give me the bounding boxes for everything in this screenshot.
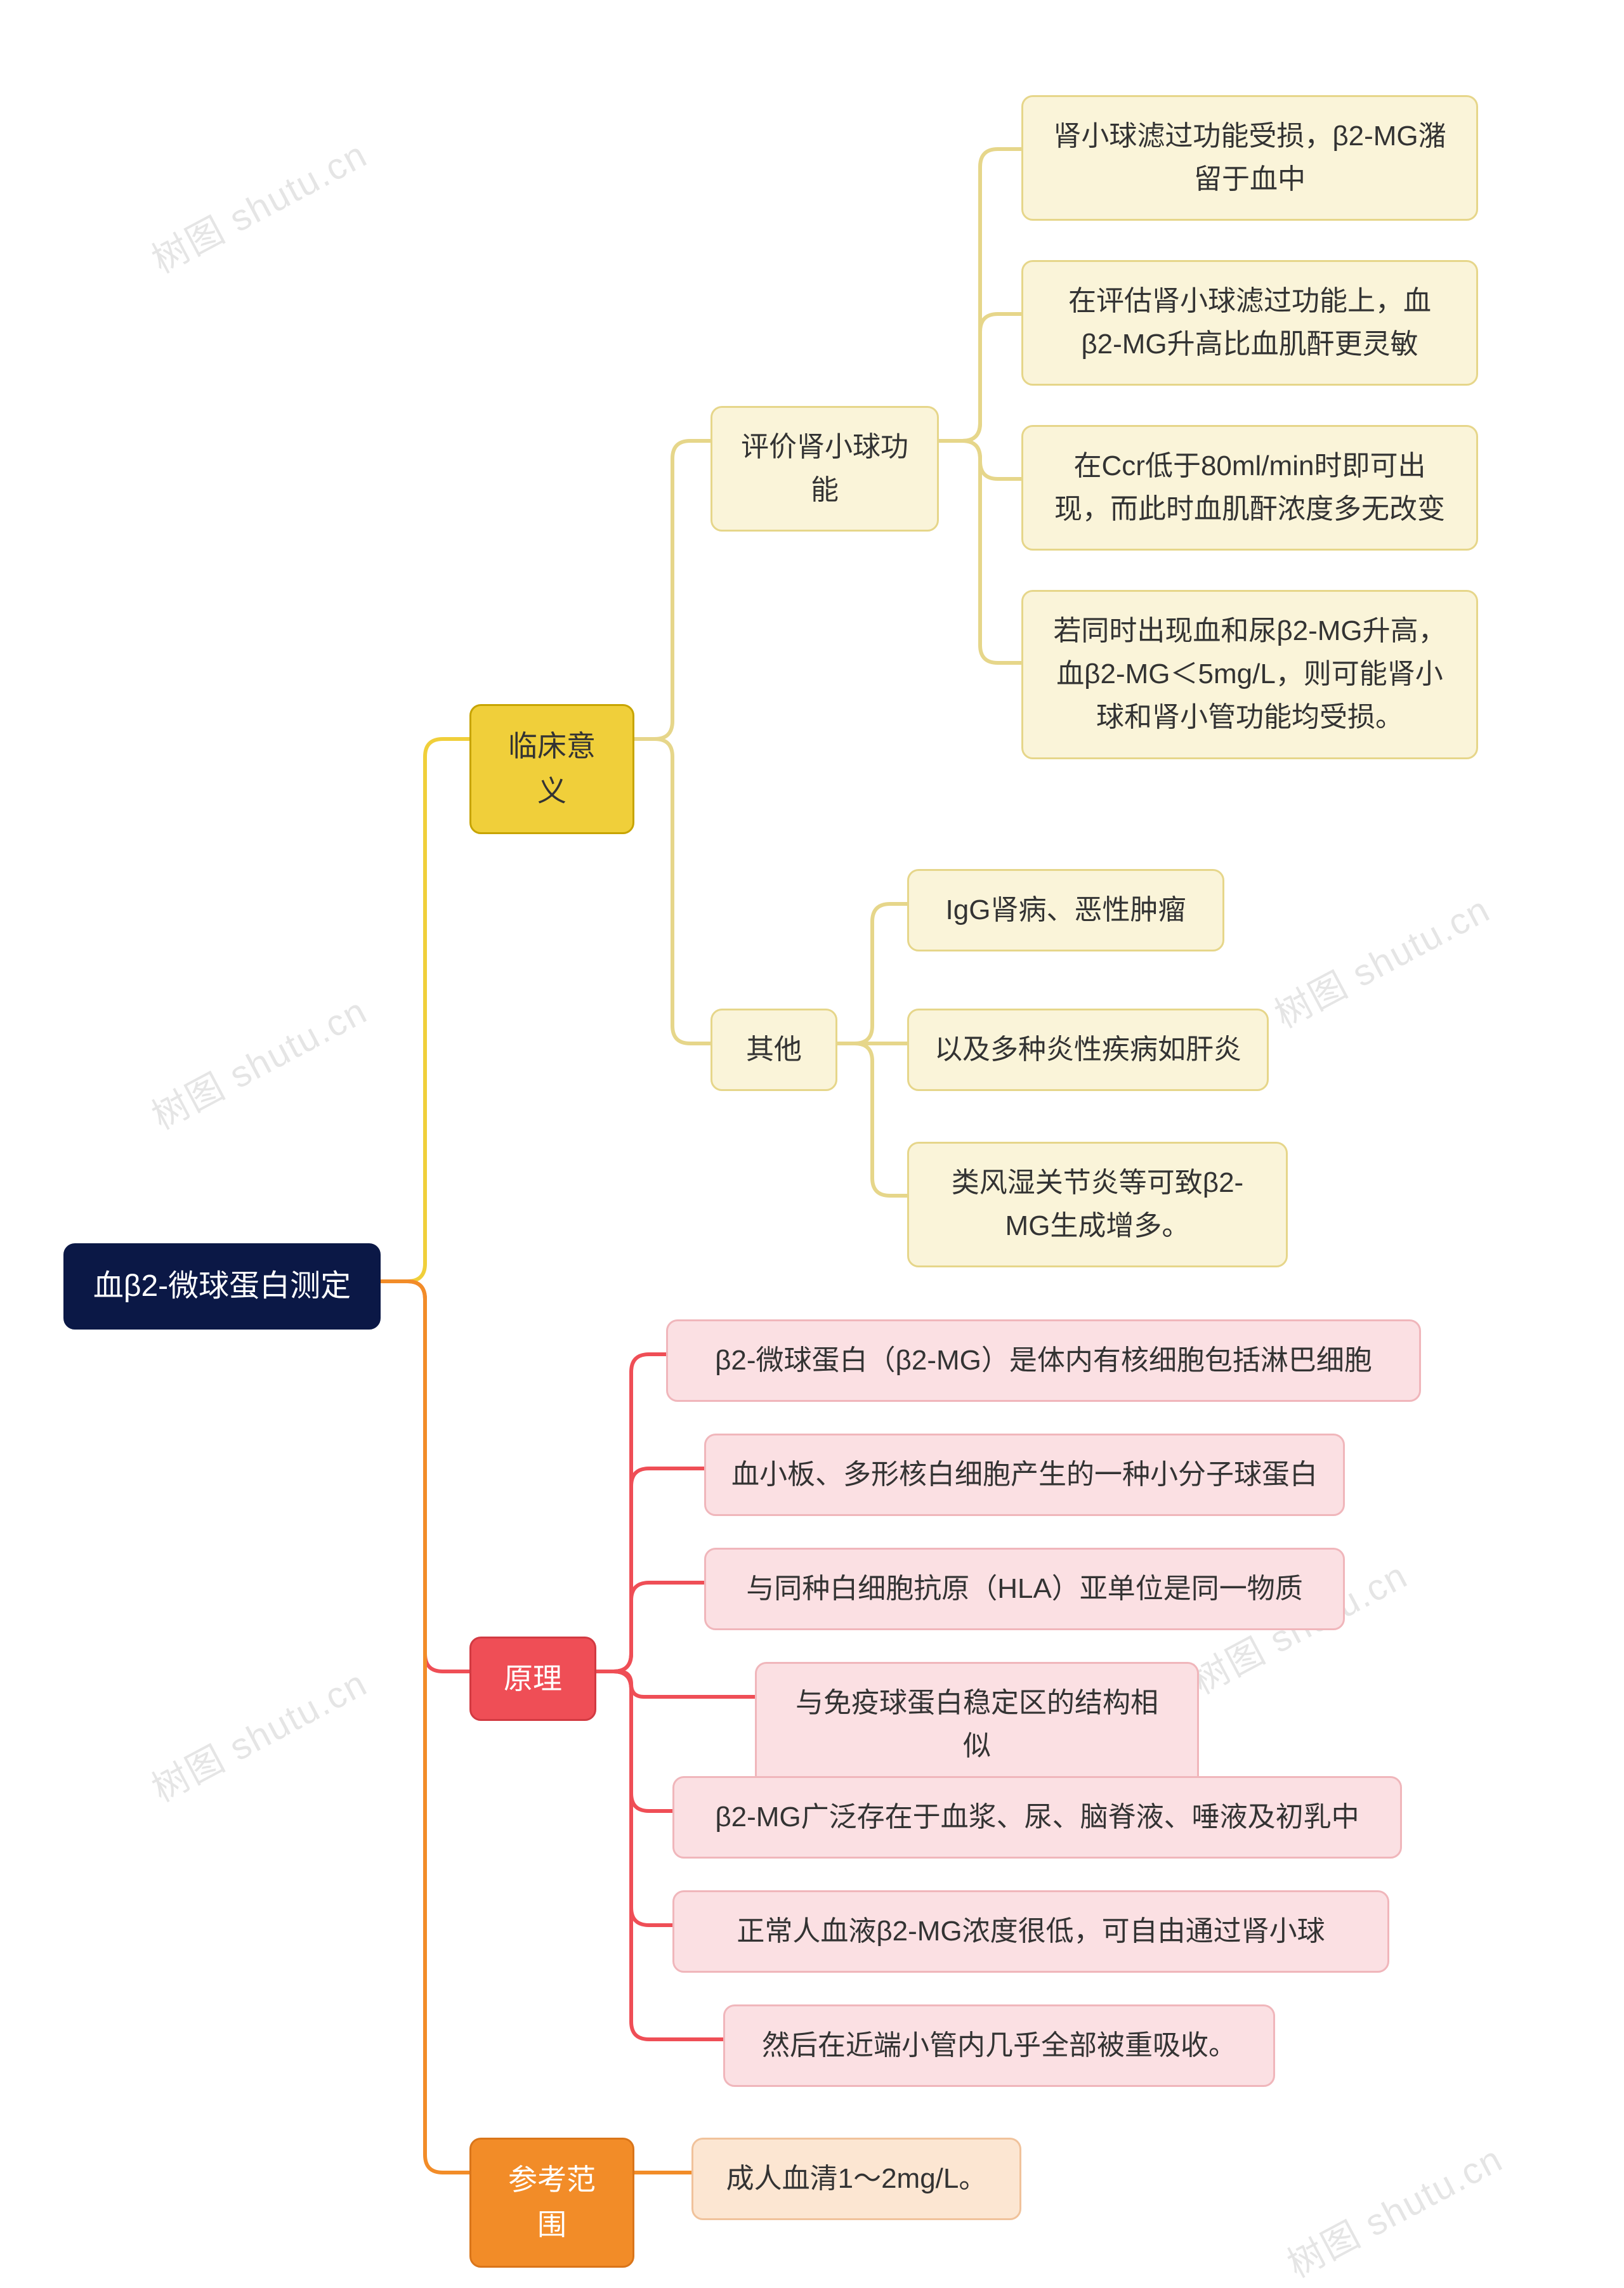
node-label: 在评估肾小球滤过功能上，血β2-MG升高比血肌酐更灵敏 (1049, 280, 1451, 366)
edge-b1b-b1b1 (837, 904, 907, 1043)
watermark: 树图 shutu.cn (141, 981, 375, 1139)
node-label: 参考范围 (497, 2157, 607, 2248)
node-b1b2: 以及多种炎性疾病如肝炎 (907, 1009, 1269, 1091)
edge-root-b1 (381, 739, 469, 1281)
edge-b1-b1a (634, 441, 710, 739)
watermark: 树图 shutu.cn (1276, 2129, 1510, 2287)
node-label: β2-微球蛋白（β2-MG）是体内有核细胞包括淋巴细胞 (715, 1339, 1372, 1382)
node-b1b3: 类风湿关节炎等可致β2-MG生成增多。 (907, 1142, 1288, 1267)
node-b2d: 与免疫球蛋白稳定区的结构相似 (755, 1662, 1199, 1788)
edge-b2-b2a (596, 1354, 666, 1671)
node-b2: 原理 (469, 1637, 596, 1721)
edge-b2-b2d (596, 1671, 755, 1697)
node-b1a: 评价肾小球功能 (710, 406, 939, 532)
node-label: 血小板、多形核白细胞产生的一种小分子球蛋白 (731, 1453, 1318, 1496)
edge-b2-b2f (596, 1671, 672, 1925)
mindmap-canvas: 树图 shutu.cn 树图 shutu.cn 树图 shutu.cn 树图 shut… (0, 0, 1624, 2261)
node-b3a: 成人血清1～2mg/L。 (691, 2138, 1021, 2220)
node-label: 临床意义 (497, 724, 607, 814)
node-b1a1: 肾小球滤过功能受损，β2-MG潴留于血中 (1021, 95, 1478, 221)
watermark: 树图 shutu.cn (141, 1654, 375, 1812)
node-b3: 参考范围 (469, 2138, 634, 2268)
watermark: 树图 shutu.cn (141, 125, 375, 283)
node-label: 成人血清1～2mg/L。 (726, 2157, 987, 2200)
node-label: 若同时出现血和尿β2-MG升高，血β2-MG＜5mg/L，则可能肾小球和肾小管功… (1049, 610, 1451, 740)
edge-b1b-b1b3 (837, 1043, 907, 1196)
node-label: IgG肾病、恶性肿瘤 (946, 889, 1186, 932)
edge-b1a-b1a1 (939, 149, 1021, 441)
node-label: 类风湿关节炎等可致β2-MG生成增多。 (934, 1161, 1261, 1248)
node-root: 血β2-微球蛋白测定 (63, 1243, 381, 1330)
node-label: 在Ccr低于80ml/min时即可出现，而此时血肌酐浓度多无改变 (1049, 445, 1451, 531)
node-label: β2-MG广泛存在于血浆、尿、脑脊液、唾液及初乳中 (715, 1796, 1359, 1839)
edge-b2-b2e (596, 1671, 672, 1811)
edge-b2-b2c (596, 1583, 704, 1671)
node-label: 正常人血液β2-MG浓度很低，可自由通过肾小球 (737, 1910, 1325, 1953)
node-b1b1: IgG肾病、恶性肿瘤 (907, 869, 1224, 951)
node-b2f: 正常人血液β2-MG浓度很低，可自由通过肾小球 (672, 1890, 1389, 1973)
edge-b1a-b1a3 (939, 441, 1021, 479)
edge-b2-b2b (596, 1468, 704, 1671)
edge-b1-b1b (634, 739, 710, 1043)
node-label: 评价肾小球功能 (738, 426, 912, 512)
node-b2a: β2-微球蛋白（β2-MG）是体内有核细胞包括淋巴细胞 (666, 1319, 1421, 1402)
node-label: 以及多种炎性疾病如肝炎 (934, 1028, 1241, 1071)
node-label: 然后在近端小管内几乎全部被重吸收。 (762, 2024, 1236, 2067)
node-b1a2: 在评估肾小球滤过功能上，血β2-MG升高比血肌酐更灵敏 (1021, 260, 1478, 386)
node-b2b: 血小板、多形核白细胞产生的一种小分子球蛋白 (704, 1434, 1345, 1516)
edge-root-b3 (381, 1281, 469, 2173)
node-label: 原理 (504, 1656, 562, 1701)
edge-b1a-b1a2 (939, 314, 1021, 441)
node-b2c: 与同种白细胞抗原（HLA）亚单位是同一物质 (704, 1548, 1345, 1630)
node-b1a4: 若同时出现血和尿β2-MG升高，血β2-MG＜5mg/L，则可能肾小球和肾小管功… (1021, 590, 1478, 759)
watermark: 树图 shutu.cn (1264, 880, 1498, 1038)
node-label: 血β2-微球蛋白测定 (93, 1263, 351, 1310)
edge-root-b2 (381, 1281, 469, 1671)
node-b2e: β2-MG广泛存在于血浆、尿、脑脊液、唾液及初乳中 (672, 1776, 1402, 1859)
node-label: 肾小球滤过功能受损，β2-MG潴留于血中 (1049, 115, 1451, 201)
node-label: 其他 (746, 1028, 802, 1071)
node-b1b: 其他 (710, 1009, 837, 1091)
node-b1a3: 在Ccr低于80ml/min时即可出现，而此时血肌酐浓度多无改变 (1021, 425, 1478, 551)
node-b2g: 然后在近端小管内几乎全部被重吸收。 (723, 2004, 1275, 2087)
edge-b1a-b1a4 (939, 441, 1021, 663)
node-b1: 临床意义 (469, 704, 634, 834)
node-label: 与同种白细胞抗原（HLA）亚单位是同一物质 (746, 1567, 1303, 1611)
node-label: 与免疫球蛋白稳定区的结构相似 (782, 1682, 1172, 1768)
